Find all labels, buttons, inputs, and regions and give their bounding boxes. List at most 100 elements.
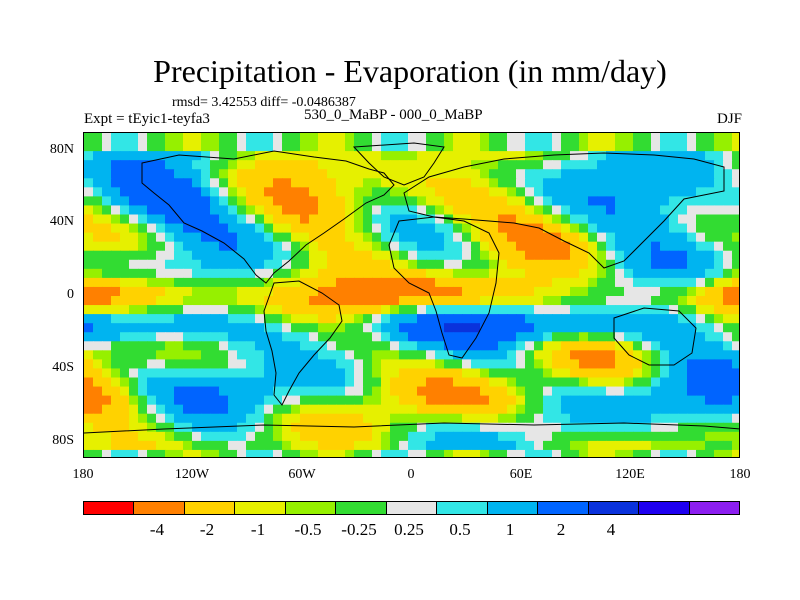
field-cell bbox=[201, 431, 211, 442]
field-cell bbox=[624, 196, 634, 207]
field-cell bbox=[435, 359, 445, 370]
field-cell bbox=[237, 350, 247, 360]
field-cell bbox=[417, 404, 427, 415]
field-cell bbox=[678, 142, 688, 152]
field-cell bbox=[318, 259, 328, 270]
field-cell bbox=[597, 142, 607, 152]
field-cell bbox=[462, 431, 472, 442]
field-cell bbox=[381, 341, 391, 351]
field-cell bbox=[273, 431, 283, 442]
field-cell bbox=[453, 178, 463, 188]
field-cell bbox=[624, 368, 634, 379]
field-cell bbox=[345, 214, 355, 225]
field-cell bbox=[192, 296, 202, 306]
field-cell bbox=[228, 277, 238, 288]
field-cell bbox=[183, 277, 193, 288]
field-cell bbox=[201, 286, 211, 297]
field-cell bbox=[201, 151, 211, 161]
field-cell bbox=[156, 232, 166, 243]
field-cell bbox=[363, 404, 373, 415]
field-cell bbox=[273, 377, 283, 388]
field-cell bbox=[714, 268, 724, 279]
field-cell bbox=[498, 368, 508, 379]
field-cell bbox=[120, 187, 130, 197]
field-cell bbox=[363, 151, 373, 161]
field-cell bbox=[588, 160, 598, 170]
field-cell bbox=[111, 232, 121, 243]
field-cell bbox=[723, 305, 733, 315]
field-cell bbox=[399, 431, 409, 442]
field-cell bbox=[453, 241, 463, 252]
field-cell bbox=[570, 268, 580, 279]
field-cell bbox=[372, 178, 382, 188]
field-cell bbox=[606, 160, 616, 170]
field-cell bbox=[255, 332, 265, 342]
field-cell bbox=[219, 259, 229, 270]
field-cell bbox=[507, 323, 517, 333]
field-cell bbox=[570, 277, 580, 288]
field-cell bbox=[471, 404, 481, 415]
field-cell bbox=[462, 268, 472, 279]
field-cell bbox=[327, 160, 337, 170]
field-cell bbox=[219, 395, 229, 406]
field-cell bbox=[273, 259, 283, 270]
field-cell bbox=[696, 440, 706, 451]
field-cell bbox=[426, 341, 436, 351]
field-cell bbox=[336, 277, 346, 288]
field-cell bbox=[354, 359, 364, 370]
field-cell bbox=[399, 413, 409, 424]
field-cell bbox=[237, 187, 247, 197]
field-cell bbox=[165, 422, 175, 433]
field-cell bbox=[273, 178, 283, 188]
field-cell bbox=[183, 160, 193, 170]
field-cell bbox=[363, 277, 373, 288]
field-cell bbox=[210, 404, 220, 415]
field-cell bbox=[174, 250, 184, 261]
field-cell bbox=[480, 296, 490, 306]
field-cell bbox=[426, 268, 436, 279]
field-cell bbox=[354, 133, 364, 143]
field-cell bbox=[264, 142, 274, 152]
field-cell bbox=[705, 404, 715, 415]
field-cell bbox=[336, 268, 346, 279]
field-cell bbox=[723, 323, 733, 333]
field-cell bbox=[426, 323, 436, 333]
field-cell bbox=[408, 350, 418, 360]
field-cell bbox=[534, 404, 544, 415]
field-cell bbox=[129, 133, 139, 143]
field-cell bbox=[354, 386, 364, 397]
field-cell bbox=[390, 377, 400, 388]
field-cell bbox=[534, 169, 544, 179]
field-cell bbox=[255, 413, 265, 424]
field-cell bbox=[147, 368, 157, 379]
field-cell bbox=[228, 241, 238, 252]
field-cell bbox=[399, 341, 409, 351]
field-cell bbox=[372, 296, 382, 306]
field-cell bbox=[624, 404, 634, 415]
field-cell bbox=[219, 440, 229, 451]
field-cell bbox=[102, 341, 112, 351]
field-cell bbox=[732, 232, 739, 243]
field-cell bbox=[129, 178, 139, 188]
field-cell bbox=[633, 232, 643, 243]
field-cell bbox=[462, 368, 472, 379]
field-cell bbox=[174, 232, 184, 243]
field-cell bbox=[651, 296, 661, 306]
field-cell bbox=[417, 178, 427, 188]
field-cell bbox=[93, 160, 103, 170]
field-cell bbox=[552, 223, 562, 234]
field-cell bbox=[336, 395, 346, 406]
field-cell bbox=[129, 386, 139, 397]
field-cell bbox=[417, 259, 427, 270]
field-cell bbox=[543, 232, 553, 243]
field-cell bbox=[516, 250, 526, 261]
field-cell bbox=[102, 350, 112, 360]
field-cell bbox=[534, 395, 544, 406]
field-cell bbox=[120, 169, 130, 179]
field-cell bbox=[732, 259, 739, 270]
field-cell bbox=[624, 277, 634, 288]
field-cell bbox=[696, 232, 706, 243]
field-cell bbox=[219, 187, 229, 197]
field-cell bbox=[237, 413, 247, 424]
field-cell bbox=[219, 377, 229, 388]
